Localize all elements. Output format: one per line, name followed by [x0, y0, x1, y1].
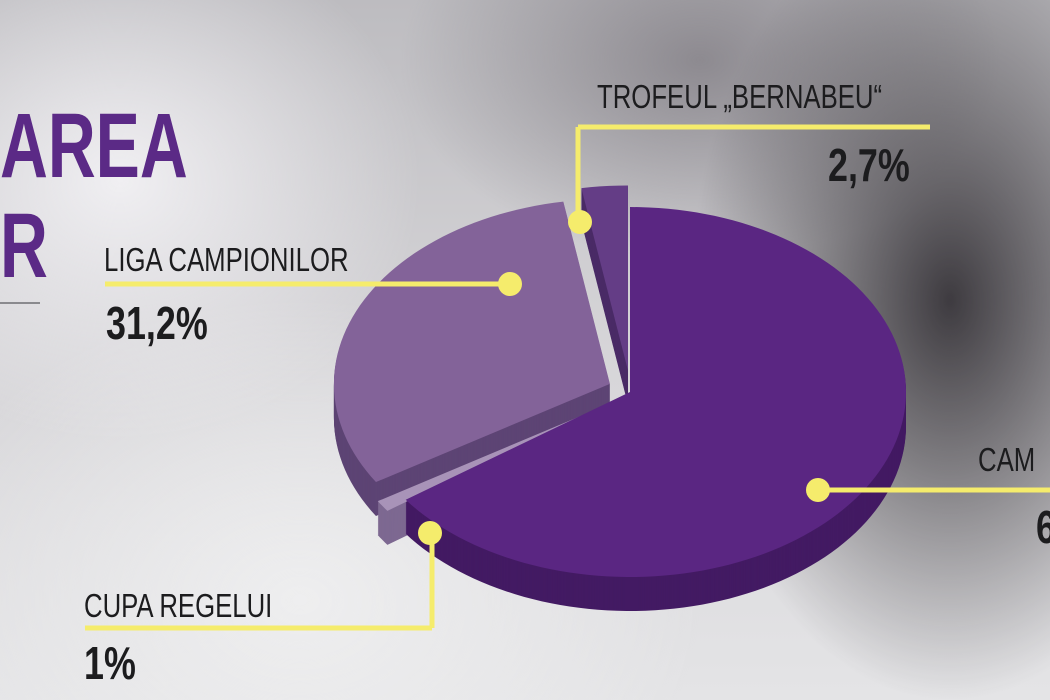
label-liga: LIGA CAMPIONILOR [104, 241, 349, 278]
callout-dot [498, 272, 522, 296]
callout-dot [806, 478, 830, 502]
label-trofeul: TROFEUL „BERNABEU“ [597, 78, 883, 115]
value-trofeul: 2,7% [828, 139, 910, 191]
title-divider [0, 302, 40, 304]
value-liga: 31,2% [106, 297, 208, 349]
callout-dot [568, 210, 592, 234]
label-campionat: CAM [978, 441, 1036, 478]
value-cupa: 1% [84, 637, 136, 689]
value-campionat: 6 [1036, 500, 1050, 554]
pie-slice [405, 207, 906, 577]
pie-slice [581, 185, 628, 371]
label-cupa: CUPA REGELUI [84, 587, 273, 624]
pie-slice [333, 201, 610, 483]
title-line-2: R [0, 195, 48, 297]
callout-dot [418, 521, 442, 545]
title-line-1: AREA [0, 95, 188, 197]
